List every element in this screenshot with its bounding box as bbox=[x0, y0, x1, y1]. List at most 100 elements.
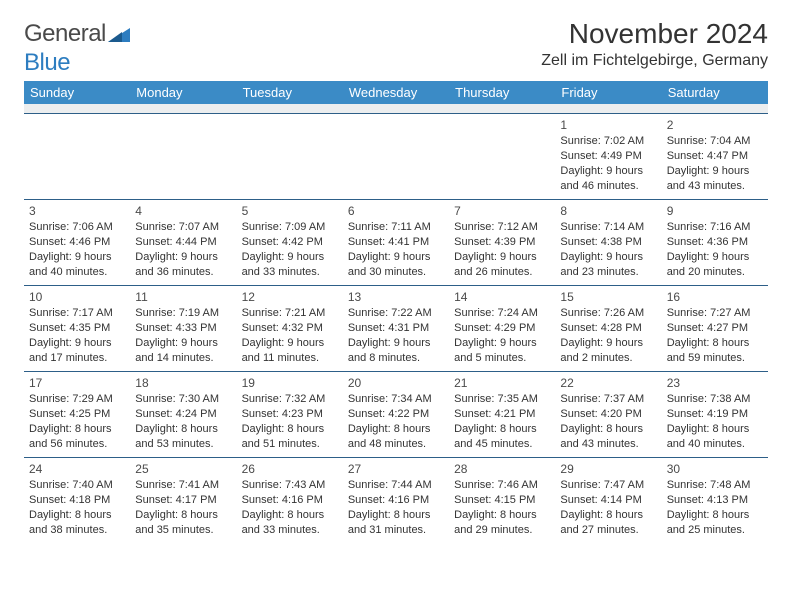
sunrise-text: Sunrise: 7:02 AM bbox=[560, 134, 656, 149]
sunrise-text: Sunrise: 7:19 AM bbox=[135, 306, 231, 321]
week-row: 10Sunrise: 7:17 AMSunset: 4:35 PMDayligh… bbox=[24, 286, 768, 372]
daylight-text: Daylight: 9 hours and 40 minutes. bbox=[29, 250, 125, 280]
sunset-text: Sunset: 4:31 PM bbox=[348, 321, 444, 336]
logo: GeneralBlue bbox=[24, 20, 130, 77]
sunset-text: Sunset: 4:41 PM bbox=[348, 235, 444, 250]
month-title: November 2024 bbox=[541, 18, 768, 50]
day-header-row: SundayMondayTuesdayWednesdayThursdayFrid… bbox=[24, 81, 768, 104]
daylight-text: Daylight: 9 hours and 20 minutes. bbox=[667, 250, 763, 280]
day-cell: 19Sunrise: 7:32 AMSunset: 4:23 PMDayligh… bbox=[237, 372, 343, 458]
sunrise-text: Sunrise: 7:07 AM bbox=[135, 220, 231, 235]
day-cell: 16Sunrise: 7:27 AMSunset: 4:27 PMDayligh… bbox=[662, 286, 768, 372]
day-info: Sunrise: 7:06 AMSunset: 4:46 PMDaylight:… bbox=[29, 220, 125, 279]
day-info: Sunrise: 7:41 AMSunset: 4:17 PMDaylight:… bbox=[135, 478, 231, 537]
sunrise-text: Sunrise: 7:09 AM bbox=[242, 220, 338, 235]
day-number: 19 bbox=[242, 375, 338, 391]
sunrise-text: Sunrise: 7:06 AM bbox=[29, 220, 125, 235]
sunset-text: Sunset: 4:18 PM bbox=[29, 493, 125, 508]
day-header: Wednesday bbox=[343, 81, 449, 104]
day-info: Sunrise: 7:11 AMSunset: 4:41 PMDaylight:… bbox=[348, 220, 444, 279]
day-cell: 13Sunrise: 7:22 AMSunset: 4:31 PMDayligh… bbox=[343, 286, 449, 372]
day-cell: 5Sunrise: 7:09 AMSunset: 4:42 PMDaylight… bbox=[237, 200, 343, 286]
sunset-text: Sunset: 4:16 PM bbox=[242, 493, 338, 508]
sunrise-text: Sunrise: 7:14 AM bbox=[560, 220, 656, 235]
sunrise-text: Sunrise: 7:16 AM bbox=[667, 220, 763, 235]
sunrise-text: Sunrise: 7:41 AM bbox=[135, 478, 231, 493]
calendar-body: 1Sunrise: 7:02 AMSunset: 4:49 PMDaylight… bbox=[24, 104, 768, 544]
day-info: Sunrise: 7:30 AMSunset: 4:24 PMDaylight:… bbox=[135, 392, 231, 451]
empty-cell bbox=[343, 114, 449, 200]
day-info: Sunrise: 7:32 AMSunset: 4:23 PMDaylight:… bbox=[242, 392, 338, 451]
day-cell: 23Sunrise: 7:38 AMSunset: 4:19 PMDayligh… bbox=[662, 372, 768, 458]
daylight-text: Daylight: 9 hours and 43 minutes. bbox=[667, 164, 763, 194]
sunrise-text: Sunrise: 7:12 AM bbox=[454, 220, 550, 235]
sunset-text: Sunset: 4:20 PM bbox=[560, 407, 656, 422]
sunset-text: Sunset: 4:49 PM bbox=[560, 149, 656, 164]
day-header: Saturday bbox=[662, 81, 768, 104]
sunset-text: Sunset: 4:42 PM bbox=[242, 235, 338, 250]
day-cell: 7Sunrise: 7:12 AMSunset: 4:39 PMDaylight… bbox=[449, 200, 555, 286]
daylight-text: Daylight: 9 hours and 5 minutes. bbox=[454, 336, 550, 366]
daylight-text: Daylight: 9 hours and 33 minutes. bbox=[242, 250, 338, 280]
day-header: Tuesday bbox=[237, 81, 343, 104]
sunrise-text: Sunrise: 7:17 AM bbox=[29, 306, 125, 321]
sunrise-text: Sunrise: 7:35 AM bbox=[454, 392, 550, 407]
day-cell: 3Sunrise: 7:06 AMSunset: 4:46 PMDaylight… bbox=[24, 200, 130, 286]
sunrise-text: Sunrise: 7:37 AM bbox=[560, 392, 656, 407]
daylight-text: Daylight: 8 hours and 29 minutes. bbox=[454, 508, 550, 538]
day-number: 26 bbox=[242, 461, 338, 477]
sunrise-text: Sunrise: 7:04 AM bbox=[667, 134, 763, 149]
day-cell: 25Sunrise: 7:41 AMSunset: 4:17 PMDayligh… bbox=[130, 458, 236, 544]
daylight-text: Daylight: 9 hours and 46 minutes. bbox=[560, 164, 656, 194]
calendar-head: SundayMondayTuesdayWednesdayThursdayFrid… bbox=[24, 81, 768, 104]
day-info: Sunrise: 7:19 AMSunset: 4:33 PMDaylight:… bbox=[135, 306, 231, 365]
day-cell: 17Sunrise: 7:29 AMSunset: 4:25 PMDayligh… bbox=[24, 372, 130, 458]
daylight-text: Daylight: 9 hours and 14 minutes. bbox=[135, 336, 231, 366]
daylight-text: Daylight: 8 hours and 38 minutes. bbox=[29, 508, 125, 538]
day-info: Sunrise: 7:26 AMSunset: 4:28 PMDaylight:… bbox=[560, 306, 656, 365]
sunset-text: Sunset: 4:22 PM bbox=[348, 407, 444, 422]
day-cell: 1Sunrise: 7:02 AMSunset: 4:49 PMDaylight… bbox=[555, 114, 661, 200]
day-number: 3 bbox=[29, 203, 125, 219]
week-row: 1Sunrise: 7:02 AMSunset: 4:49 PMDaylight… bbox=[24, 114, 768, 200]
day-info: Sunrise: 7:16 AMSunset: 4:36 PMDaylight:… bbox=[667, 220, 763, 279]
sunset-text: Sunset: 4:19 PM bbox=[667, 407, 763, 422]
day-header: Monday bbox=[130, 81, 236, 104]
sunset-text: Sunset: 4:13 PM bbox=[667, 493, 763, 508]
day-cell: 30Sunrise: 7:48 AMSunset: 4:13 PMDayligh… bbox=[662, 458, 768, 544]
sunrise-text: Sunrise: 7:43 AM bbox=[242, 478, 338, 493]
day-cell: 15Sunrise: 7:26 AMSunset: 4:28 PMDayligh… bbox=[555, 286, 661, 372]
sunrise-text: Sunrise: 7:47 AM bbox=[560, 478, 656, 493]
sunrise-text: Sunrise: 7:32 AM bbox=[242, 392, 338, 407]
daylight-text: Daylight: 8 hours and 31 minutes. bbox=[348, 508, 444, 538]
day-info: Sunrise: 7:44 AMSunset: 4:16 PMDaylight:… bbox=[348, 478, 444, 537]
day-info: Sunrise: 7:21 AMSunset: 4:32 PMDaylight:… bbox=[242, 306, 338, 365]
day-number: 24 bbox=[29, 461, 125, 477]
daylight-text: Daylight: 9 hours and 30 minutes. bbox=[348, 250, 444, 280]
daylight-text: Daylight: 8 hours and 48 minutes. bbox=[348, 422, 444, 452]
day-info: Sunrise: 7:04 AMSunset: 4:47 PMDaylight:… bbox=[667, 134, 763, 193]
day-cell: 24Sunrise: 7:40 AMSunset: 4:18 PMDayligh… bbox=[24, 458, 130, 544]
sunrise-text: Sunrise: 7:21 AM bbox=[242, 306, 338, 321]
day-cell: 29Sunrise: 7:47 AMSunset: 4:14 PMDayligh… bbox=[555, 458, 661, 544]
sunset-text: Sunset: 4:17 PM bbox=[135, 493, 231, 508]
day-number: 18 bbox=[135, 375, 231, 391]
daylight-text: Daylight: 8 hours and 35 minutes. bbox=[135, 508, 231, 538]
logo-text: GeneralBlue bbox=[24, 20, 130, 77]
day-number: 20 bbox=[348, 375, 444, 391]
page-header: GeneralBlue November 2024 Zell im Fichte… bbox=[24, 18, 768, 77]
title-block: November 2024 Zell im Fichtelgebirge, Ge… bbox=[541, 18, 768, 76]
daylight-text: Daylight: 9 hours and 11 minutes. bbox=[242, 336, 338, 366]
day-cell: 2Sunrise: 7:04 AMSunset: 4:47 PMDaylight… bbox=[662, 114, 768, 200]
sunset-text: Sunset: 4:39 PM bbox=[454, 235, 550, 250]
day-info: Sunrise: 7:40 AMSunset: 4:18 PMDaylight:… bbox=[29, 478, 125, 537]
day-cell: 27Sunrise: 7:44 AMSunset: 4:16 PMDayligh… bbox=[343, 458, 449, 544]
day-info: Sunrise: 7:48 AMSunset: 4:13 PMDaylight:… bbox=[667, 478, 763, 537]
day-number: 17 bbox=[29, 375, 125, 391]
day-info: Sunrise: 7:38 AMSunset: 4:19 PMDaylight:… bbox=[667, 392, 763, 451]
day-number: 28 bbox=[454, 461, 550, 477]
day-info: Sunrise: 7:47 AMSunset: 4:14 PMDaylight:… bbox=[560, 478, 656, 537]
day-number: 23 bbox=[667, 375, 763, 391]
daylight-text: Daylight: 8 hours and 56 minutes. bbox=[29, 422, 125, 452]
sunrise-text: Sunrise: 7:26 AM bbox=[560, 306, 656, 321]
